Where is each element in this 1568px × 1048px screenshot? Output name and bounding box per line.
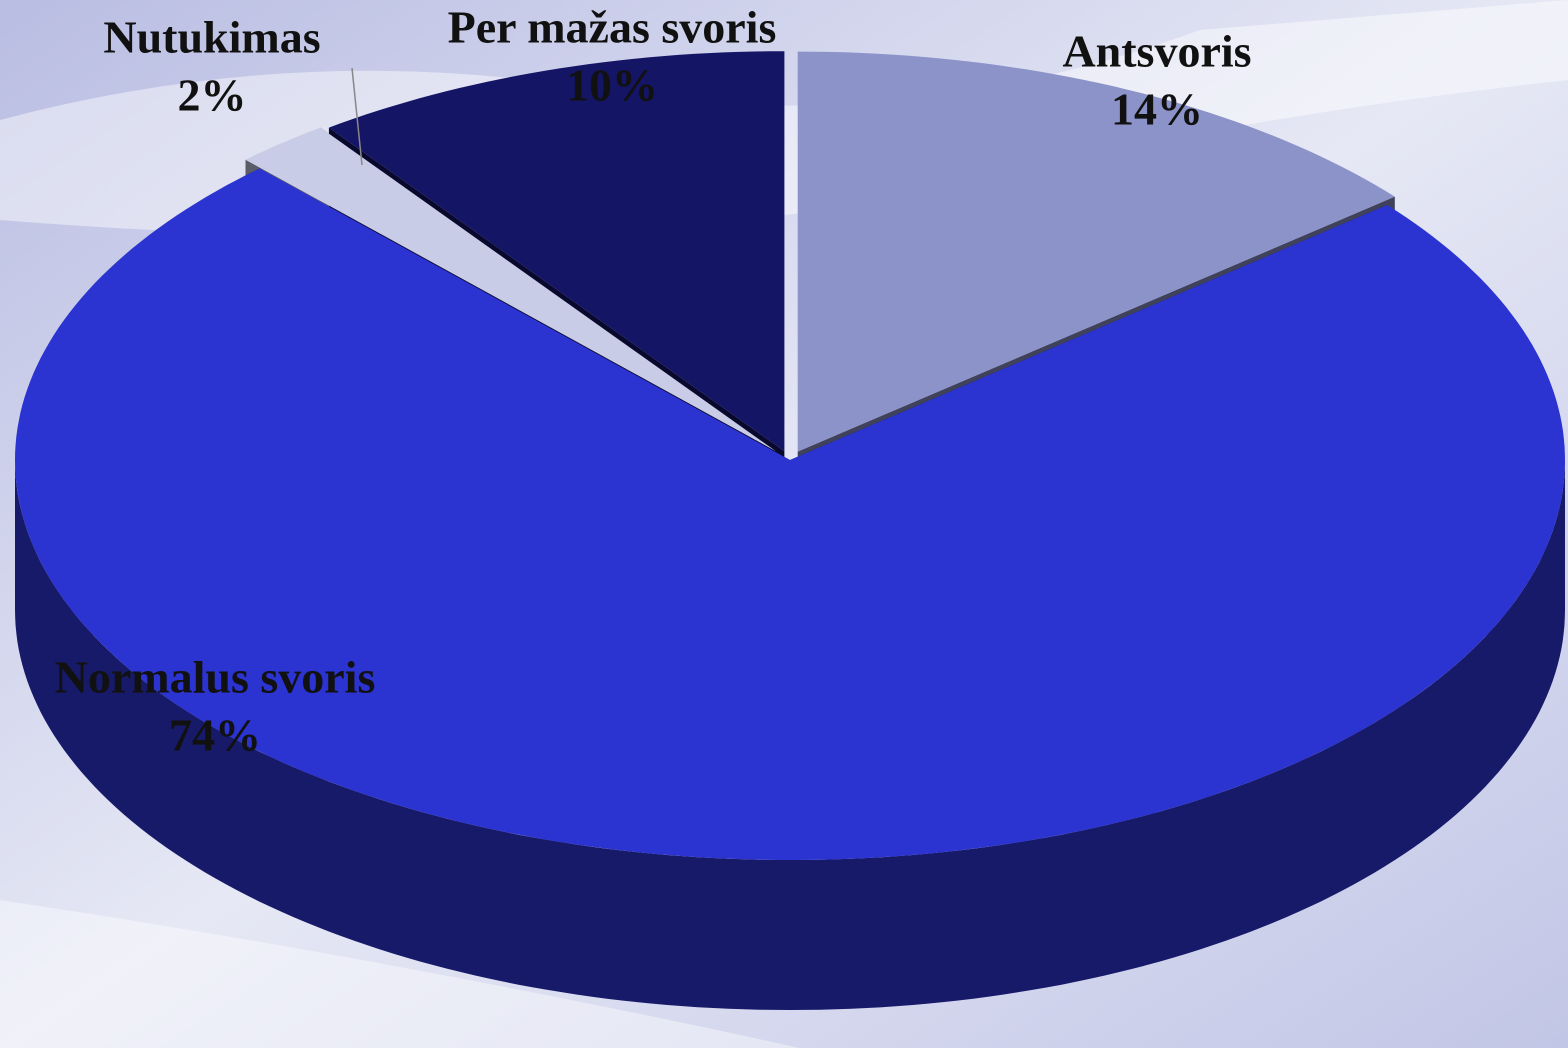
slice-value-label: 74% — [169, 710, 261, 761]
slice-label: Nutukimas — [103, 12, 320, 63]
leader-line — [351, 67, 363, 166]
slice-side-wall — [15, 460, 1565, 1010]
slice-label: Normalus svoris — [55, 652, 376, 703]
labels: Antsvoris 14% Normalus svoris 74% Nutukimas 2… — [55, 2, 1252, 761]
pie-slice — [797, 51, 1395, 452]
slice-value-label: 2% — [178, 70, 247, 121]
background-swoosh — [0, 900, 800, 1048]
slice-label: Per mažas svoris — [448, 2, 777, 53]
slices — [15, 51, 1565, 860]
pie-slice — [328, 51, 785, 452]
slice-value-label: 10% — [566, 60, 658, 111]
slice-value-label: 14% — [1111, 84, 1203, 135]
slice-label: Antsvoris — [1062, 26, 1251, 77]
pie-slice — [15, 168, 1565, 860]
pie-slice — [245, 127, 776, 452]
